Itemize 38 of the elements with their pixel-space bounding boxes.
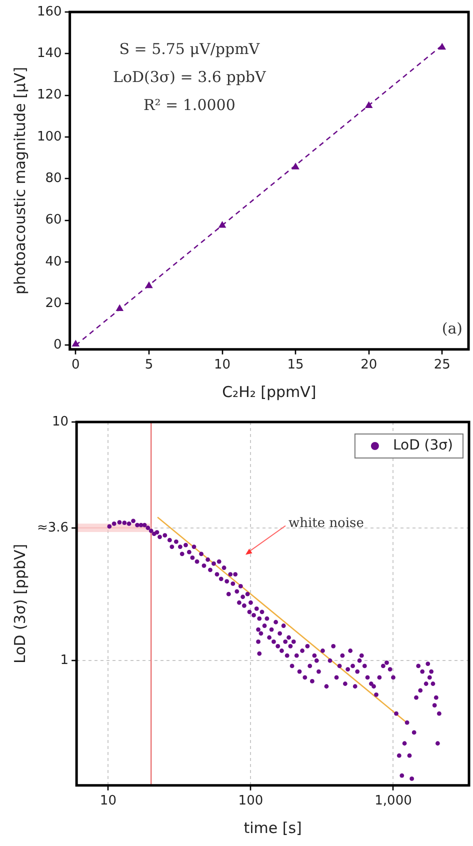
x-tick-label: 25 bbox=[434, 358, 450, 373]
x-tick-label: 15 bbox=[287, 358, 304, 373]
y-tick-label: 20 bbox=[45, 296, 62, 311]
y-tick-label: 120 bbox=[36, 88, 62, 103]
annotation: (a) bbox=[442, 319, 463, 338]
y-tick-label: 100 bbox=[36, 129, 62, 144]
point bbox=[72, 340, 80, 346]
annotation: LoD(3σ) = 3.6 ppbV bbox=[112, 68, 268, 86]
y-axis-title: photoacoustic magnitude [μV] bbox=[10, 66, 29, 295]
legend-label: LoD (3σ) bbox=[392, 438, 454, 454]
y-tick-label: 10 bbox=[52, 414, 69, 430]
point bbox=[218, 220, 226, 228]
y-tick-label: 80 bbox=[45, 170, 62, 186]
x-tick-label: 10 bbox=[100, 794, 116, 809]
x-tick-label: 1,000 bbox=[374, 794, 412, 809]
y-tick-label: 140 bbox=[36, 46, 62, 62]
y-tick-label: 1 bbox=[60, 653, 69, 668]
annotation: R² = 1.0000 bbox=[143, 96, 236, 114]
x-tick-label: 0 bbox=[72, 358, 80, 373]
point bbox=[364, 101, 373, 108]
y-tick-label: ≈3.6 bbox=[36, 520, 69, 536]
x-tick-label: 20 bbox=[360, 358, 378, 373]
point bbox=[292, 162, 300, 170]
x-axis-title: time [s] bbox=[244, 818, 302, 837]
y-tick-label: 160 bbox=[36, 4, 62, 20]
y-tick-label: 60 bbox=[45, 212, 62, 228]
y-tick-label: 40 bbox=[45, 254, 62, 270]
annotation: white noise bbox=[288, 516, 364, 532]
x-tick-label: 10 bbox=[214, 358, 231, 373]
point bbox=[145, 281, 153, 288]
x-axis-title: C₂H₂ [ppmV] bbox=[222, 382, 316, 401]
point bbox=[116, 304, 124, 312]
annotation: S = 5.75 μV/ppmV bbox=[119, 40, 261, 58]
point bbox=[438, 42, 446, 50]
x-tick-label: 5 bbox=[144, 358, 154, 373]
y-axis-title: LoD (3σ) [ppbV] bbox=[10, 544, 29, 664]
x-tick-label: 100 bbox=[238, 794, 264, 809]
y-tick-label: 0 bbox=[54, 338, 62, 353]
